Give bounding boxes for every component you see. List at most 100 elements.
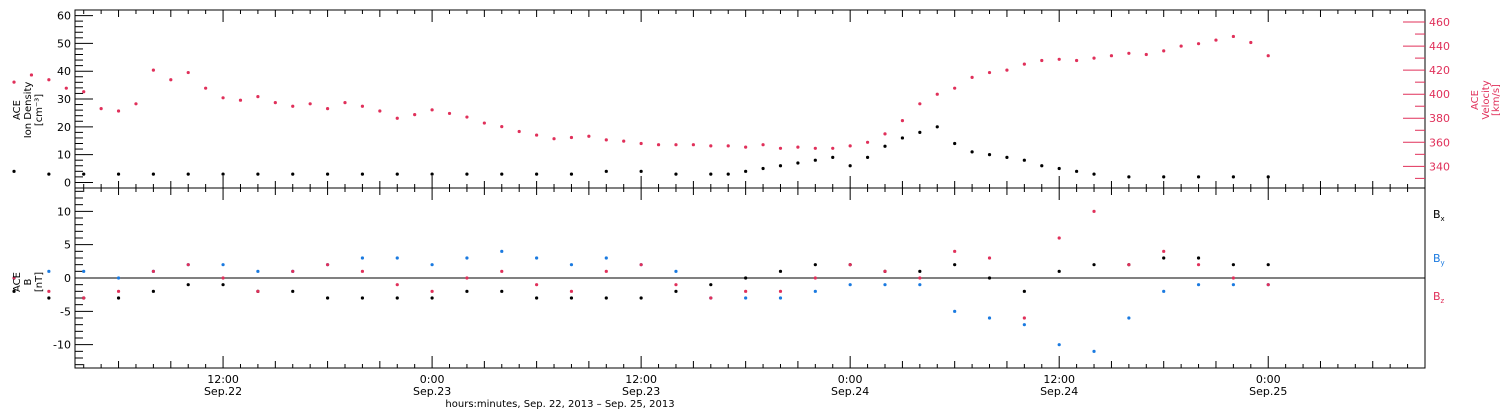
- velocity-point: [186, 70, 190, 75]
- top-data-points: [12, 34, 1270, 179]
- by-point: [360, 256, 365, 260]
- bz-point: [1057, 236, 1061, 240]
- velocity-point: [12, 80, 16, 84]
- bz-point: [82, 296, 86, 300]
- velocity-point: [291, 104, 295, 108]
- by-point: [953, 309, 957, 313]
- bx-point: [604, 296, 608, 300]
- by-point: [918, 283, 922, 287]
- top-y2label-line1: ACE: [1470, 90, 1481, 110]
- bz-point: [709, 296, 713, 300]
- bx-point: [1022, 289, 1026, 293]
- density-point: [256, 172, 260, 176]
- bx-point: [325, 296, 330, 300]
- density-point: [1231, 175, 1235, 179]
- top-y-tick-label: 60: [57, 10, 71, 23]
- velocity-point: [691, 143, 695, 147]
- density-point: [1092, 172, 1096, 176]
- bx-point: [221, 283, 225, 287]
- velocity-point: [308, 102, 312, 106]
- top-y-tick-label: 0: [64, 176, 71, 189]
- density-point: [1022, 158, 1026, 162]
- bz-point: [1162, 249, 1166, 253]
- top-ylabel-line3: [cm⁻³]: [34, 94, 45, 126]
- velocity-point: [813, 146, 817, 150]
- bx-point: [360, 296, 365, 300]
- velocity-point: [953, 86, 957, 90]
- x-tick-time-label: 12:00: [625, 373, 657, 386]
- bx-point: [569, 296, 574, 300]
- bx-point: [1266, 263, 1270, 267]
- velocity-point: [82, 90, 86, 94]
- bz-point: [1196, 263, 1201, 267]
- bx-point: [918, 269, 922, 273]
- top-ylabel-line2: Ion Density: [23, 82, 34, 139]
- bx-point: [395, 296, 399, 300]
- by-point: [116, 276, 121, 280]
- velocity-point: [273, 101, 277, 105]
- velocity-point: [1057, 57, 1061, 61]
- density-point: [500, 172, 504, 176]
- bx-point: [778, 269, 783, 273]
- velocity-point: [970, 75, 974, 79]
- density-point: [900, 136, 905, 140]
- velocity-point: [169, 78, 173, 82]
- velocity-point: [378, 109, 382, 113]
- top-y-tick-label: 30: [57, 93, 71, 106]
- x-tick-time-label: 0:00: [838, 373, 863, 386]
- density-point: [935, 125, 939, 129]
- bz-point: [430, 289, 434, 293]
- density-point: [796, 161, 800, 165]
- bx-point: [1162, 256, 1166, 260]
- by-point: [1231, 283, 1235, 287]
- by-point: [82, 269, 86, 273]
- velocity-point: [987, 70, 992, 75]
- density-point: [360, 172, 365, 176]
- bz-point: [953, 249, 957, 253]
- velocity-point: [569, 135, 574, 140]
- velocity-point: [1022, 62, 1026, 66]
- bz-point: [47, 289, 51, 293]
- bx-point: [639, 296, 643, 300]
- density-point: [726, 172, 730, 176]
- velocity-point: [726, 144, 730, 148]
- legend-entry-bx: Bx: [1433, 208, 1445, 223]
- bx-point: [535, 296, 539, 300]
- velocity-point: [413, 113, 417, 117]
- by-point: [430, 263, 434, 267]
- velocity-point: [325, 107, 330, 111]
- density-point: [883, 144, 887, 148]
- bz-point: [778, 289, 783, 293]
- density-point: [918, 130, 922, 134]
- by-point: [465, 256, 469, 260]
- by-point: [1196, 283, 1201, 287]
- bz-point: [360, 269, 365, 273]
- velocity-point: [535, 133, 539, 137]
- density-point: [674, 172, 678, 176]
- velocity-point: [116, 109, 121, 113]
- velocity-point: [395, 116, 399, 120]
- bottom-y-tick-label: 0: [64, 272, 71, 285]
- by-point: [221, 263, 225, 267]
- bz-point: [291, 269, 295, 273]
- bx-point: [430, 296, 434, 300]
- bottom-panel: -10 -5 0 5 10 ACE B [nT] Bx By Bz: [12, 187, 1445, 369]
- velocity-point: [134, 102, 138, 106]
- top-left-axis: 0 10 20 30 40 50 60: [57, 10, 93, 189]
- bz-point: [186, 263, 190, 267]
- bz-point: [569, 289, 574, 293]
- bz-point: [1266, 283, 1270, 287]
- density-point: [1075, 169, 1079, 173]
- by-point: [1092, 349, 1096, 353]
- bx-point: [47, 296, 51, 300]
- density-point: [1127, 175, 1131, 179]
- density-point: [116, 172, 121, 176]
- velocity-point: [796, 145, 800, 149]
- by-point: [569, 263, 574, 267]
- x-tick-date-label: Sep.22: [204, 385, 242, 398]
- top-y2label-line2: Velocity: [1481, 80, 1492, 119]
- bz-point: [535, 283, 539, 287]
- top-y2-tick-label: 460: [1429, 16, 1450, 29]
- density-point: [395, 172, 399, 176]
